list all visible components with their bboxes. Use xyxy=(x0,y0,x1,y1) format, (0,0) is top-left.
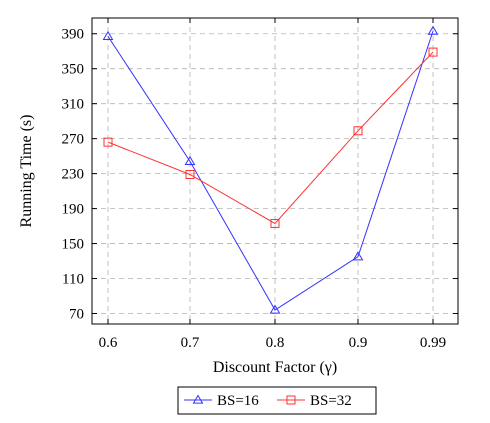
y-axis-title: Running Time (s) xyxy=(18,115,35,228)
x-axis-ticks: 0.6 0.7 0.8 0.9 0.99 xyxy=(99,18,446,351)
series-bs-16 xyxy=(102,25,439,314)
y-tick-label: 150 xyxy=(62,237,85,253)
legend-label: BS=16 xyxy=(217,393,259,409)
y-tick-label: 70 xyxy=(69,307,84,323)
y-tick-label: 110 xyxy=(62,272,84,288)
data-point-marker xyxy=(102,30,114,41)
legend: BS=16 BS=32 xyxy=(177,386,377,415)
legend-marker xyxy=(192,394,204,404)
legend-marker xyxy=(286,395,296,405)
series-line xyxy=(107,30,434,311)
y-tick-label: 390 xyxy=(62,27,85,43)
data-point-marker xyxy=(427,25,439,35)
data-point-marker xyxy=(185,169,195,179)
data-point-marker xyxy=(103,137,113,147)
x-axis-title: Discount Factor (γ) xyxy=(213,359,337,376)
x-tick-label: 0.6 xyxy=(99,335,118,351)
y-axis-ticks: 70 110 150 190 230 270 310 350 390 xyxy=(62,27,458,323)
y-tick-label: 190 xyxy=(62,202,85,218)
data-point-marker xyxy=(270,218,280,228)
series-line xyxy=(107,51,434,225)
y-tick-label: 230 xyxy=(62,167,85,183)
legend-label: BS=32 xyxy=(310,393,352,409)
y-tick-label: 270 xyxy=(62,132,85,148)
data-point-marker xyxy=(353,126,363,136)
x-tick-label: 0.7 xyxy=(181,335,200,351)
data-point-marker xyxy=(428,47,438,57)
data-point-marker xyxy=(269,304,281,314)
x-tick-label: 0.99 xyxy=(420,335,446,351)
grid-lines xyxy=(92,18,458,324)
series-bs-32 xyxy=(103,47,438,228)
x-tick-label: 0.8 xyxy=(266,335,285,351)
series-group xyxy=(102,25,439,314)
data-point-marker xyxy=(184,155,196,166)
y-tick-label: 310 xyxy=(62,97,85,113)
y-tick-label: 350 xyxy=(62,62,85,78)
data-point-marker xyxy=(352,251,364,261)
x-tick-label: 0.9 xyxy=(349,335,368,351)
